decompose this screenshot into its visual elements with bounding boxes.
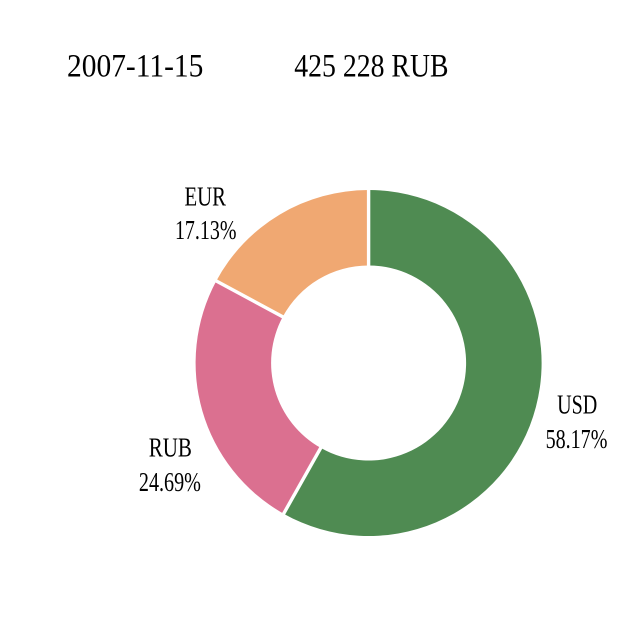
svg-text:RUB: RUB: [149, 433, 192, 463]
svg-text:EUR: EUR: [184, 183, 226, 212]
svg-text:USD: USD: [557, 391, 597, 421]
svg-text:24.69%: 24.69%: [139, 468, 201, 497]
svg-text:425 228 RUB: 425 228 RUB: [294, 47, 448, 84]
svg-text:17.13%: 17.13%: [175, 216, 236, 246]
svg-text:2007-11-15: 2007-11-15: [67, 47, 203, 84]
svg-text:58.17%: 58.17%: [546, 425, 608, 455]
